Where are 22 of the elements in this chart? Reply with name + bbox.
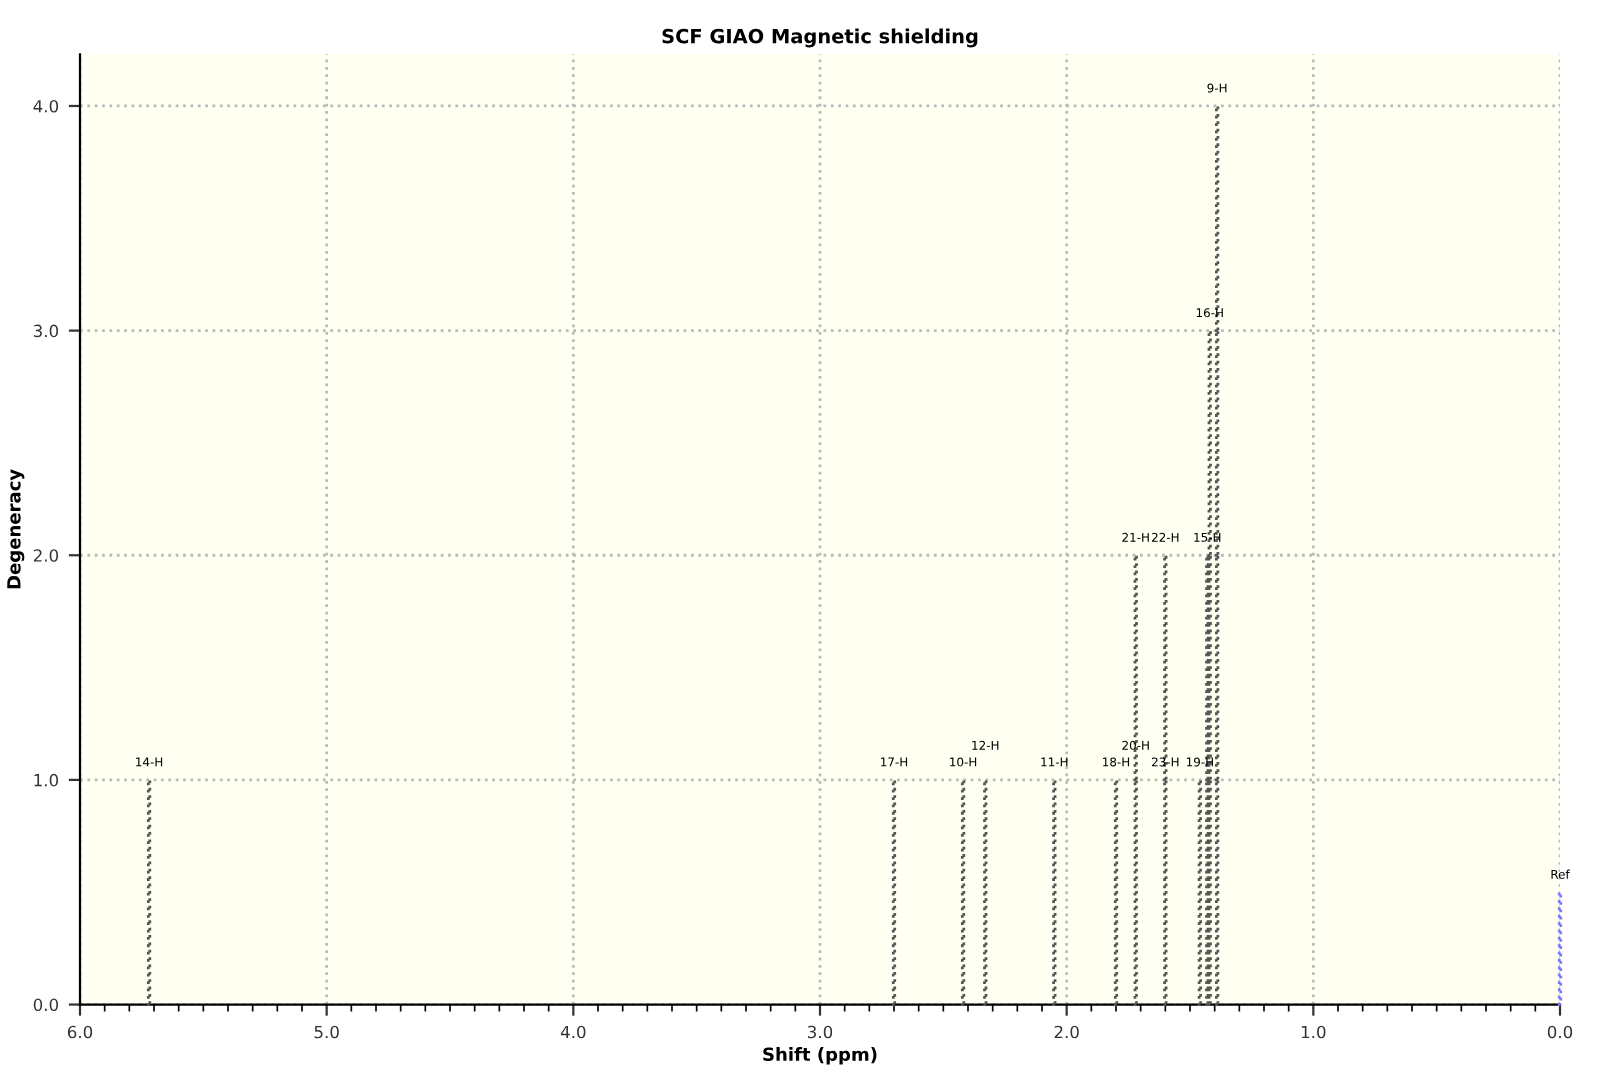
x-tick-label: 5.0 bbox=[314, 1025, 339, 1039]
bar bbox=[1557, 890, 1563, 1006]
x-axis-title: Shift (ppm) bbox=[763, 1047, 877, 1065]
x-tick-label: 4.0 bbox=[560, 1025, 586, 1039]
x-tick-label: 0.0 bbox=[1547, 1025, 1573, 1039]
chart-title: SCF GIAO Magnetic shielding bbox=[662, 28, 978, 48]
x-tick-label: 1.0 bbox=[1301, 1025, 1326, 1039]
bar bbox=[146, 778, 152, 1006]
y-tick-label: 4.0 bbox=[33, 99, 59, 113]
bar bbox=[891, 778, 897, 1006]
bar bbox=[1113, 778, 1119, 1006]
bar bbox=[1052, 778, 1057, 1006]
x-tick-label: 3.0 bbox=[808, 1025, 833, 1039]
x-tick-label: 2.0 bbox=[1054, 1025, 1079, 1039]
bar bbox=[983, 778, 988, 1006]
y-axis-title: Degeneracy bbox=[7, 469, 25, 589]
bar bbox=[960, 778, 966, 1006]
x-tick-label: 6.0 bbox=[67, 1025, 93, 1039]
y-tick-label: 2.0 bbox=[33, 549, 59, 562]
y-tick-label: 1.0 bbox=[34, 773, 59, 787]
y-tick-label: 0.0 bbox=[33, 998, 59, 1012]
y-tick-label: 3.0 bbox=[33, 324, 59, 338]
